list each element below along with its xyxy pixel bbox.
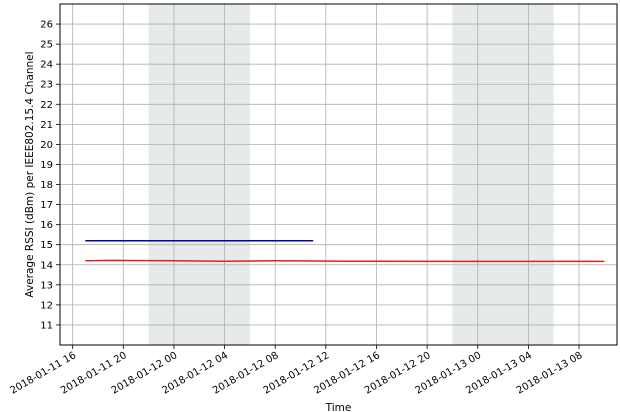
shaded-span-1 [148, 4, 250, 345]
y-tick-label: 23 [40, 80, 53, 91]
grid-lines [60, 4, 617, 345]
y-tick-label: 18 [40, 180, 53, 191]
y-tick-label: 12 [40, 300, 53, 311]
y-tick-label: 13 [40, 280, 53, 291]
y-tick-label: 20 [40, 140, 53, 151]
x-axis-label: Time [325, 402, 352, 412]
shaded-span-2 [452, 4, 554, 345]
y-tick-label: 21 [40, 120, 53, 131]
plot-frame [59, 3, 618, 346]
series-lines [85, 239, 605, 263]
y-tick-label: 17 [40, 200, 53, 211]
shaded-spans [148, 4, 554, 345]
y-tick-label: 19 [40, 160, 53, 171]
y-tick-label: 16 [40, 220, 53, 231]
y-tick-label: 26 [40, 20, 53, 31]
y-axis-label: Average RSSI (dBm) per IEEE802.15.4 Chan… [24, 51, 36, 297]
y-tick-label: 11 [40, 320, 53, 331]
y-tick-label: 14 [40, 260, 53, 271]
y-tick-label: 25 [40, 40, 53, 51]
y-tick-label: 15 [40, 240, 53, 251]
y-tick-label: 22 [40, 100, 53, 111]
y-tick-label: 24 [40, 60, 53, 71]
series-line-2 [85, 259, 605, 263]
y-axis-ticks: 11 12 13 14 15 16 17 18 19 20 21 22 23 24 25 26 [40, 20, 60, 331]
